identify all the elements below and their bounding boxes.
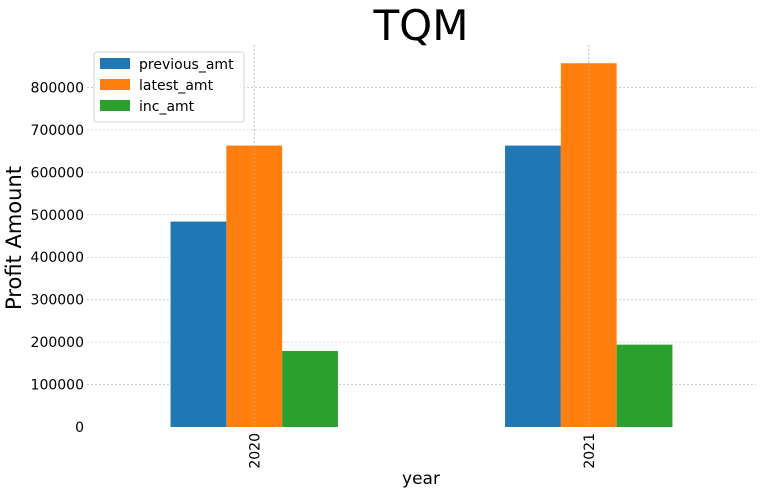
y-tick-label: 0 — [75, 420, 84, 436]
y-tick-label: 300000 — [31, 293, 84, 309]
y-tick-label: 100000 — [31, 378, 84, 394]
legend-label-previous_amt: previous_amt — [139, 57, 234, 73]
y-axis-ticks: 0 100000 200000 300000 400000 500000 600000 700… — [31, 80, 84, 436]
y-tick-label: 800000 — [31, 80, 84, 96]
legend-swatch-inc_amt — [100, 100, 130, 111]
y-tick-label: 400000 — [31, 250, 84, 266]
x-axis-ticks: 2020 2021 — [247, 433, 598, 469]
legend-label-inc_amt: inc_amt — [139, 99, 195, 115]
bar-inc_amt-2021 — [616, 344, 673, 427]
legend-label-latest_amt: latest_amt — [139, 78, 214, 94]
legend-swatch-previous_amt — [100, 58, 130, 69]
y-tick-label: 500000 — [31, 208, 84, 224]
bar-inc_amt-2020 — [282, 351, 338, 427]
bars — [170, 63, 673, 428]
chart-title: TQM — [373, 1, 469, 50]
x-tick-label: 2020 — [247, 433, 263, 469]
y-tick-label: 700000 — [31, 123, 84, 139]
y-tick-label: 600000 — [31, 165, 84, 181]
y-axis-label: Profit Amount — [2, 166, 26, 310]
y-tick-label: 200000 — [31, 335, 84, 351]
legend-swatch-latest_amt — [100, 79, 130, 90]
bar-previous_amt-2021 — [505, 145, 561, 428]
x-tick-label: 2021 — [582, 433, 598, 469]
x-axis-label: year — [402, 469, 440, 489]
legend: previous_amt latest_amt inc_amt — [93, 51, 245, 123]
bar-previous_amt-2020 — [170, 221, 227, 427]
legend-box — [93, 51, 245, 123]
